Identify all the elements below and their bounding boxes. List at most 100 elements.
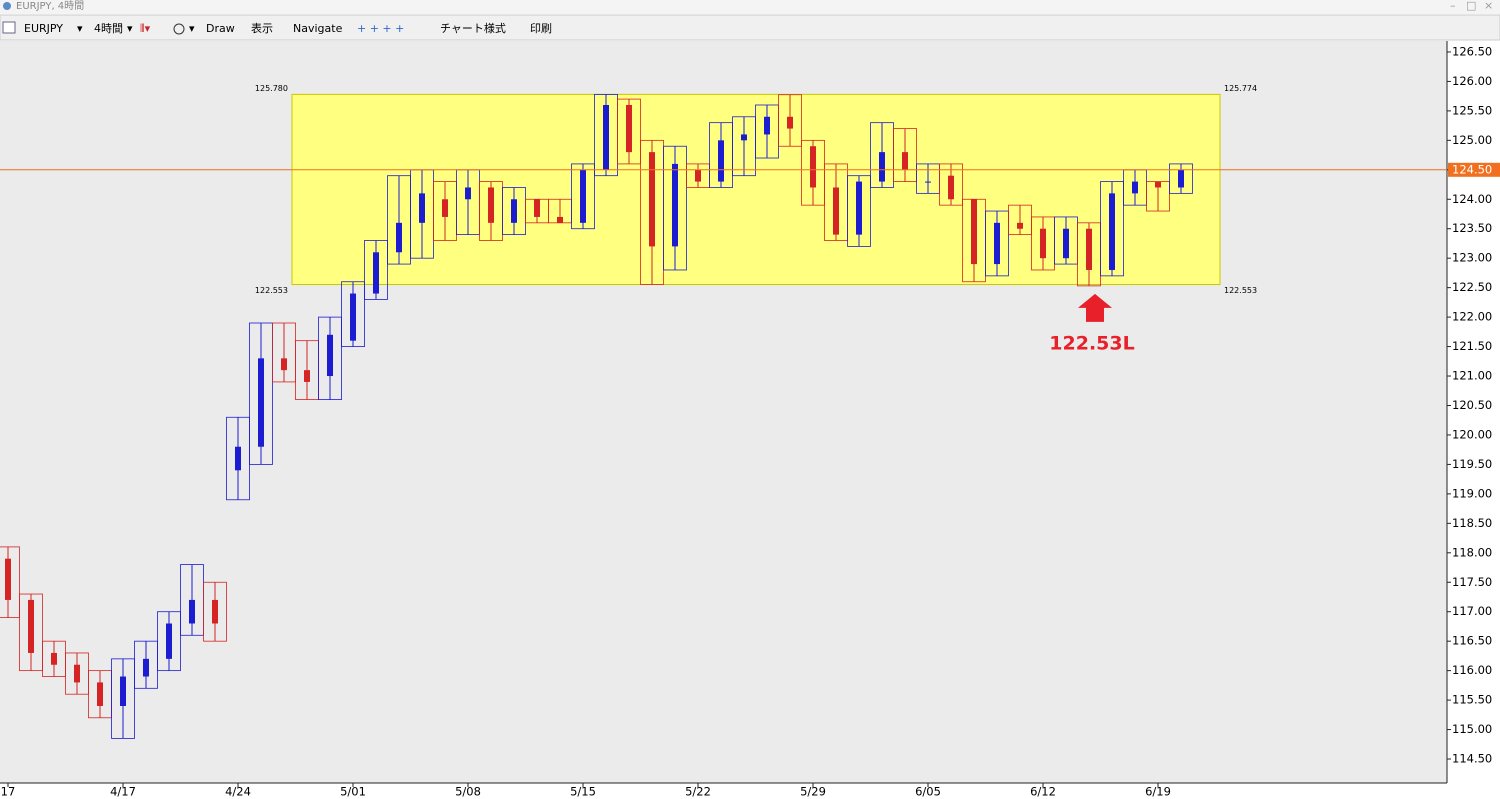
box-label: 122.553 [255, 286, 288, 295]
candle-body [442, 199, 448, 217]
price-badge-label: 124.50 [1452, 162, 1492, 176]
candle-body [304, 370, 310, 382]
candle-body [28, 599, 34, 653]
range-box [291, 93, 1221, 286]
draw-menu[interactable]: Draw [206, 22, 235, 35]
toolbar [0, 14, 1500, 41]
y-tick-label: 117.00 [1452, 604, 1492, 618]
candle-body [189, 599, 195, 624]
y-tick-label: 118.00 [1452, 545, 1492, 559]
candle-body [212, 599, 218, 624]
box-label: 125.780 [255, 84, 288, 93]
y-tick-label: 125.50 [1452, 103, 1492, 117]
y-tick-label: 123.50 [1452, 221, 1492, 235]
box-label: 125.774 [1224, 84, 1257, 93]
y-tick-label: 122.50 [1452, 280, 1492, 294]
candle-body [465, 187, 471, 200]
y-tick-label: 115.50 [1452, 693, 1492, 707]
candle-body [235, 446, 241, 471]
candle-body [511, 199, 517, 223]
dropdown[interactable]: ▾ [77, 22, 83, 35]
x-tick-label: 17 [1, 785, 16, 799]
candle-body [672, 163, 678, 247]
candle-body [580, 169, 586, 223]
x-tick-label: 6/05 [915, 785, 941, 799]
y-tick-label: 126.00 [1452, 74, 1492, 88]
candle-body [1086, 228, 1092, 270]
candle-body [97, 682, 103, 706]
candle-body [5, 558, 11, 600]
close[interactable]: × [1484, 0, 1493, 12]
y-tick-label: 122.00 [1452, 310, 1492, 324]
candle-body [373, 252, 379, 294]
candle-body [1132, 181, 1138, 194]
dropdown[interactable]: ▾ [127, 22, 133, 35]
y-tick-label: 126.50 [1452, 44, 1492, 58]
maximize[interactable]: □ [1466, 0, 1476, 12]
y-tick-label: 123.00 [1452, 251, 1492, 265]
candle-body [649, 152, 655, 247]
candle-body [948, 175, 954, 200]
candle-body [488, 187, 494, 223]
y-tick-label: 117.50 [1452, 575, 1492, 589]
candle-body [925, 181, 931, 183]
y-tick-label: 124.00 [1452, 192, 1492, 206]
candle-body [1155, 181, 1161, 188]
title-bar [0, 0, 1500, 14]
candle-body [603, 104, 609, 170]
y-tick-label: 114.50 [1452, 752, 1492, 766]
x-tick-label: 6/19 [1145, 785, 1171, 799]
dropdown[interactable]: ▾ [189, 22, 195, 35]
minimize[interactable]: – [1450, 0, 1456, 12]
y-tick-label: 121.50 [1452, 339, 1492, 353]
view-menu[interactable]: 表示 [251, 21, 273, 35]
candle-body [1109, 193, 1115, 270]
box-label: 122.553 [1224, 286, 1257, 295]
candle-body [74, 664, 80, 683]
candle-body [856, 181, 862, 235]
y-tick-label: 120.00 [1452, 427, 1492, 441]
candle-body [833, 187, 839, 235]
chart-icon [2, 21, 16, 34]
candle-body [166, 623, 172, 659]
candle-body [143, 658, 149, 677]
candle-body [764, 116, 770, 135]
candle-body [810, 146, 816, 188]
candle-body [626, 104, 632, 153]
candle-body [534, 199, 540, 217]
timeframe[interactable]: 4時間 [94, 22, 123, 35]
y-tick-label: 115.00 [1452, 722, 1492, 736]
candle-body [51, 652, 57, 665]
chart-style-menu[interactable]: チャート様式 [440, 21, 506, 35]
candle-icon[interactable]: ⫴▾ [140, 22, 151, 35]
zoom-icons[interactable]: + + + + [357, 22, 404, 35]
candle-body [419, 193, 425, 223]
y-tick-label: 121.00 [1452, 369, 1492, 383]
candle-body [258, 358, 264, 447]
y-tick-label: 118.50 [1452, 516, 1492, 530]
candle-body [1178, 169, 1184, 188]
y-tick-label: 120.50 [1452, 398, 1492, 412]
candle-body [120, 676, 126, 706]
navigate-menu[interactable]: Navigate [293, 22, 343, 35]
candle-body [902, 152, 908, 170]
print-menu[interactable]: 印刷 [530, 22, 552, 35]
shape-icon[interactable] [173, 23, 185, 35]
x-tick-label: 5/29 [800, 785, 826, 799]
candle-body [994, 222, 1000, 265]
candle-body [281, 358, 287, 371]
symbol[interactable]: EURJPY [24, 22, 63, 35]
x-tick-label: 5/01 [340, 785, 366, 799]
x-tick-label: 5/22 [685, 785, 711, 799]
candle-body [718, 140, 724, 182]
y-tick-label: 119.50 [1452, 457, 1492, 471]
x-tick-label: 6/12 [1030, 785, 1056, 799]
y-tick-label: 116.00 [1452, 663, 1492, 677]
candle-body [741, 134, 747, 141]
window-title: EURJPY, 4時間 [16, 0, 84, 12]
x-tick-label: 5/15 [570, 785, 596, 799]
candle-body [1040, 228, 1046, 259]
annotation-label: 122.53L [1049, 332, 1134, 354]
x-tick-label: 5/08 [455, 785, 481, 799]
